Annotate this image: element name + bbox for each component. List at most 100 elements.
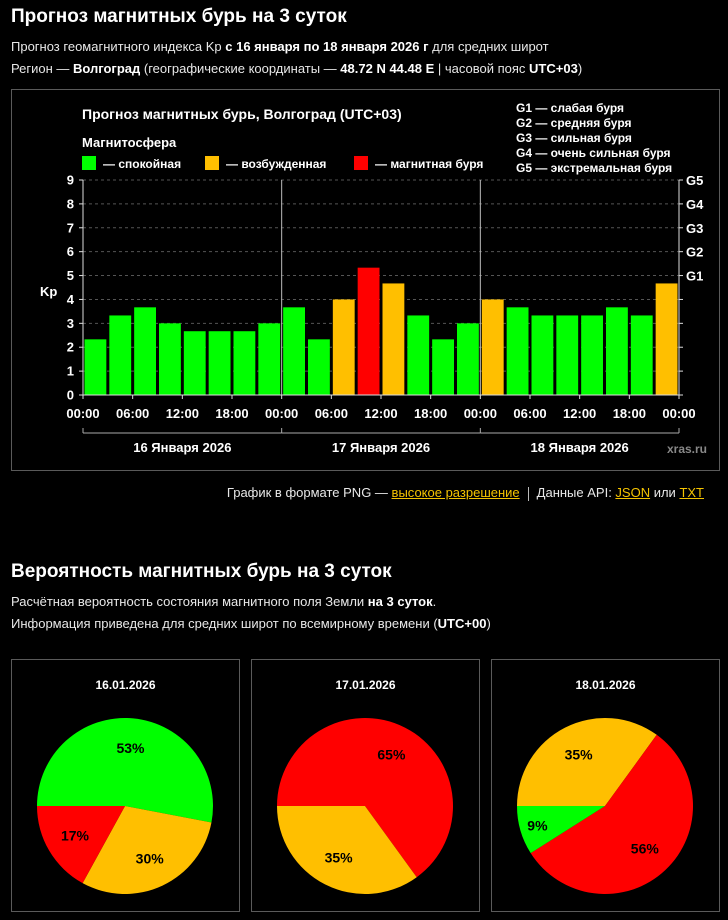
kp-bar bbox=[357, 267, 380, 395]
coords: 48.72 N 44.48 E bbox=[340, 61, 435, 76]
tz: UTC+03 bbox=[529, 61, 578, 76]
tz-close: ) bbox=[577, 61, 583, 76]
pie-slice-label: 35% bbox=[565, 746, 594, 762]
kp-bar bbox=[134, 307, 156, 395]
or-text: или bbox=[650, 485, 680, 500]
probability-line2: Информация приведена для средних широт п… bbox=[11, 616, 491, 631]
tz-label: | часовой пояс bbox=[434, 61, 530, 76]
pie-date: 18.01.2026 bbox=[575, 678, 636, 692]
legend-label: — возбужденная bbox=[226, 157, 326, 171]
probability-title: Вероятность магнитных бурь на 3 суток bbox=[11, 561, 392, 582]
kp-bar bbox=[382, 283, 405, 395]
legend-label: — спокойная bbox=[103, 157, 181, 171]
pie-slice-active bbox=[517, 717, 657, 806]
legend-label: — магнитная буря bbox=[375, 157, 483, 171]
kp-chart-box: 0 1 2 3 4 5 6 7 8 9 G1 G2 G3 G4 G5 Kp 00:00 06:00 12:00 18:… bbox=[11, 89, 720, 471]
kp-bar bbox=[332, 299, 355, 395]
pie-slice-quiet bbox=[37, 717, 213, 823]
g-scale-entry: G2 — средняя буря bbox=[516, 116, 632, 130]
x-tick-label: 06:00 bbox=[116, 406, 149, 421]
x-tick-label: 06:00 bbox=[513, 406, 546, 421]
x-tick-label: 12:00 bbox=[563, 406, 596, 421]
g-scale-entry: G4 — очень сильная буря bbox=[516, 146, 671, 160]
kp-bar bbox=[506, 307, 529, 395]
day-label: 18 Января 2026 bbox=[531, 440, 629, 455]
pie-slice-storm bbox=[37, 806, 125, 884]
region-label: Регион — bbox=[11, 61, 73, 76]
high-res-link[interactable]: высокое разрешение bbox=[391, 485, 520, 500]
kp-bar bbox=[531, 315, 554, 395]
pie-chart-day1: 53% 30% 17% bbox=[37, 717, 213, 894]
region-name: Волгоград bbox=[72, 61, 141, 76]
kp-bar bbox=[109, 315, 132, 395]
chart-footer: График в формате PNG — высокое разрешени… bbox=[227, 485, 704, 501]
y-tick-label: 1 bbox=[67, 364, 74, 379]
day-label: 17 Января 2026 bbox=[332, 440, 430, 455]
pie-chart-day3: 35% 56% 9% bbox=[517, 717, 694, 895]
g-scale-entry: G3 — сильная буря bbox=[516, 131, 632, 145]
g-tick-label: G1 bbox=[686, 269, 703, 284]
g-scale-entry: G5 — экстремальная буря bbox=[516, 161, 672, 175]
prob-line2-bold: UTC+00 bbox=[437, 616, 487, 631]
pie-chart-day2: 65% 35% bbox=[277, 718, 453, 895]
kp-bar bbox=[457, 323, 479, 395]
y-tick-label: 5 bbox=[67, 268, 74, 283]
y-tick-label: 2 bbox=[67, 340, 74, 355]
x-tick-label: 00:00 bbox=[265, 406, 298, 421]
x-tick-label: 00:00 bbox=[464, 406, 497, 421]
pie-slice-active bbox=[82, 806, 212, 894]
legend-title: Магнитосфера bbox=[82, 135, 177, 150]
pie-slice-label: 53% bbox=[116, 740, 145, 756]
kp-bar bbox=[481, 299, 504, 395]
y-tick-label: 8 bbox=[67, 196, 74, 211]
x-tick-label: 00:00 bbox=[662, 406, 695, 421]
kp-bar bbox=[655, 283, 678, 395]
kp-bar bbox=[407, 315, 430, 395]
txt-link[interactable]: TXT bbox=[679, 485, 704, 500]
kp-bar bbox=[183, 331, 206, 395]
prob-line2-pre: Информация приведена для средних широт п… bbox=[11, 616, 438, 631]
x-tick-label: 00:00 bbox=[66, 406, 99, 421]
x-tick-label: 12:00 bbox=[166, 406, 199, 421]
x-tick-label: 12:00 bbox=[364, 406, 397, 421]
g-scale-entry: G1 — слабая буря bbox=[516, 101, 624, 115]
x-tick-label: 18:00 bbox=[215, 406, 248, 421]
prob-line2-post: ) bbox=[486, 616, 491, 631]
region-line: Регион — Волгоград (географические коорд… bbox=[11, 61, 582, 76]
pie-slice-label: 35% bbox=[325, 850, 354, 866]
y-tick-label: 0 bbox=[67, 388, 74, 403]
pie-slice-label: 56% bbox=[631, 840, 660, 856]
prob-line1-bold: на 3 суток bbox=[367, 594, 433, 609]
pie-slice-label: 17% bbox=[61, 828, 90, 844]
probability-line1: Расчётная вероятность состояния магнитно… bbox=[11, 594, 436, 609]
png-text: График в формате PNG — bbox=[226, 485, 392, 500]
y-tick-label: 3 bbox=[67, 316, 74, 331]
kp-bar bbox=[308, 339, 330, 395]
pie-slice-label: 65% bbox=[377, 746, 406, 762]
pie-date: 16.01.2026 bbox=[95, 678, 156, 692]
y-tick-label: 7 bbox=[67, 220, 74, 235]
chart-title: Прогноз магнитных бурь, Волгоград (UTC+0… bbox=[82, 106, 402, 122]
legend-swatch bbox=[205, 156, 219, 170]
pie-slice-quiet bbox=[517, 806, 605, 854]
x-tick-label: 06:00 bbox=[315, 406, 348, 421]
json-link[interactable]: JSON bbox=[615, 485, 651, 500]
subtitle-pre: Прогноз геомагнитного индекса Kp bbox=[11, 39, 226, 54]
g-tick-label: G4 bbox=[686, 197, 704, 212]
kp-bar bbox=[556, 315, 579, 395]
kp-bar bbox=[432, 339, 454, 395]
pie-slice-active bbox=[277, 806, 417, 895]
watermark: xras.ru bbox=[667, 442, 707, 456]
pie-slice-label: 30% bbox=[136, 851, 165, 867]
y-axis-label: Kp bbox=[40, 284, 57, 299]
prob-line1-post: . bbox=[432, 594, 437, 609]
coords-label: (географические координаты — bbox=[140, 61, 341, 76]
x-tick-label: 18:00 bbox=[613, 406, 646, 421]
footer-divider bbox=[527, 486, 529, 501]
kp-bar bbox=[84, 339, 107, 395]
kp-bar bbox=[233, 331, 256, 395]
g-tick-label: G3 bbox=[686, 221, 703, 236]
y-tick-label: 9 bbox=[67, 173, 74, 188]
kp-bar bbox=[581, 315, 603, 395]
legend-swatch bbox=[82, 156, 96, 170]
